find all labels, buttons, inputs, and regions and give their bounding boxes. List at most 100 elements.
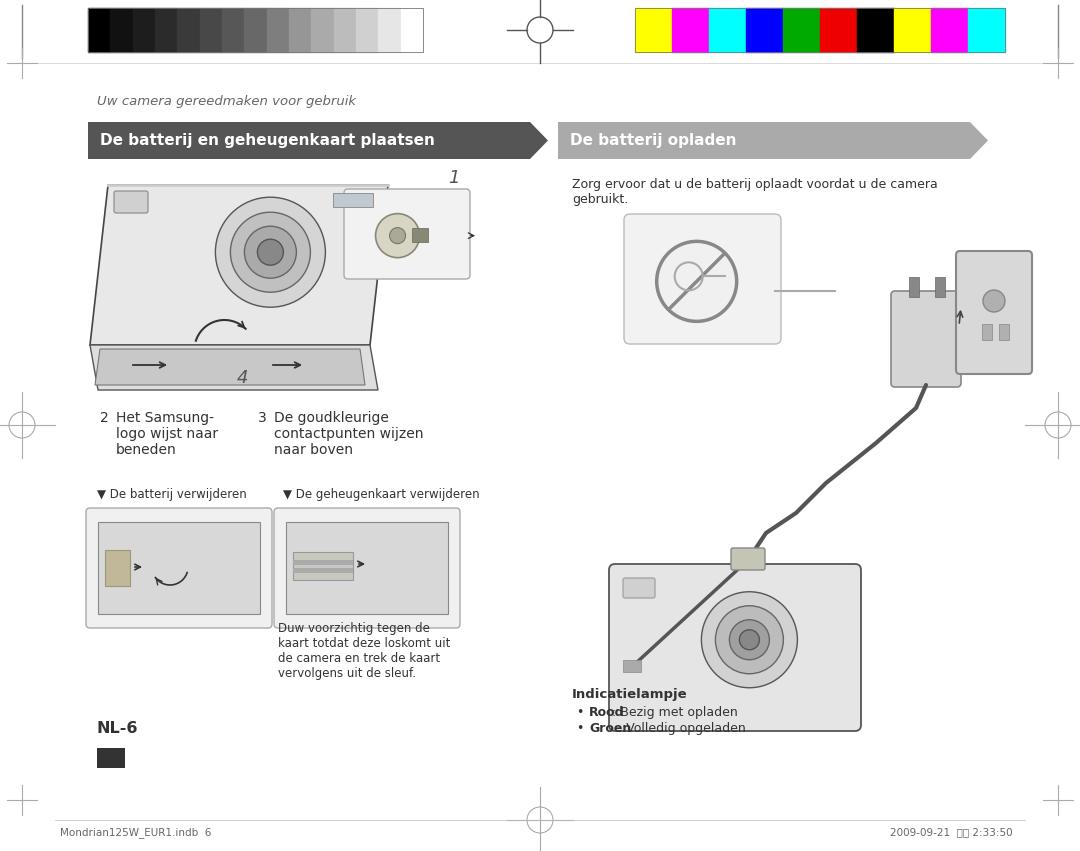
- Bar: [356, 8, 378, 52]
- FancyBboxPatch shape: [609, 564, 861, 731]
- Polygon shape: [95, 349, 365, 385]
- Bar: [293, 552, 353, 580]
- FancyBboxPatch shape: [114, 191, 148, 213]
- Bar: [672, 8, 708, 52]
- Bar: [909, 277, 919, 297]
- Circle shape: [657, 242, 737, 322]
- Text: De goudkleurige: De goudkleurige: [274, 411, 389, 425]
- Bar: [293, 560, 353, 565]
- Bar: [293, 568, 353, 573]
- Bar: [968, 8, 1005, 52]
- FancyBboxPatch shape: [731, 548, 765, 570]
- Bar: [983, 324, 993, 340]
- Bar: [783, 8, 820, 52]
- Bar: [931, 8, 968, 52]
- Bar: [311, 8, 334, 52]
- FancyBboxPatch shape: [956, 251, 1032, 374]
- Text: logo wijst naar: logo wijst naar: [116, 427, 218, 441]
- Bar: [635, 8, 1005, 52]
- Polygon shape: [90, 345, 378, 390]
- Text: ▼ De batterij verwijderen: ▼ De batterij verwijderen: [97, 488, 246, 501]
- Text: De batterij opladen: De batterij opladen: [570, 133, 737, 148]
- Bar: [378, 8, 401, 52]
- Text: de camera en trek de kaart: de camera en trek de kaart: [278, 652, 441, 665]
- Bar: [333, 193, 373, 207]
- Circle shape: [715, 606, 783, 674]
- Text: contactpunten wijzen: contactpunten wijzen: [274, 427, 423, 441]
- Bar: [97, 748, 125, 768]
- Bar: [98, 522, 260, 614]
- Text: Zorg ervoor dat u de batterij oplaadt voordat u de camera: Zorg ervoor dat u de batterij oplaadt vo…: [572, 178, 937, 191]
- Text: vervolgens uit de sleuf.: vervolgens uit de sleuf.: [278, 667, 416, 680]
- Circle shape: [701, 591, 797, 688]
- Circle shape: [390, 227, 406, 243]
- Polygon shape: [90, 185, 388, 345]
- Polygon shape: [558, 122, 988, 159]
- Text: 1: 1: [448, 169, 460, 187]
- Text: De batterij en geheugenkaart plaatsen: De batterij en geheugenkaart plaatsen: [100, 133, 435, 148]
- Bar: [156, 8, 177, 52]
- Bar: [708, 8, 746, 52]
- Bar: [133, 8, 156, 52]
- Text: Rood: Rood: [589, 706, 624, 719]
- Bar: [334, 8, 356, 52]
- Bar: [267, 8, 289, 52]
- Text: kaart totdat deze loskomt uit: kaart totdat deze loskomt uit: [278, 637, 450, 650]
- Bar: [289, 8, 311, 52]
- Bar: [87, 8, 110, 52]
- Bar: [110, 8, 133, 52]
- Bar: [244, 8, 267, 52]
- Circle shape: [215, 197, 325, 307]
- Bar: [858, 8, 894, 52]
- Text: 2009-09-21  오후 2:33:50: 2009-09-21 오후 2:33:50: [890, 827, 1013, 837]
- Bar: [935, 277, 945, 297]
- Bar: [746, 8, 783, 52]
- Bar: [999, 324, 1010, 340]
- Bar: [87, 8, 423, 52]
- Bar: [286, 522, 448, 614]
- FancyBboxPatch shape: [86, 508, 272, 628]
- FancyBboxPatch shape: [624, 214, 781, 344]
- Bar: [177, 8, 200, 52]
- Bar: [105, 550, 130, 586]
- Text: 3: 3: [258, 411, 267, 425]
- Bar: [635, 8, 672, 52]
- Text: Het Samsung-: Het Samsung-: [116, 411, 214, 425]
- Bar: [820, 8, 858, 52]
- Bar: [0, 0, 1080, 63]
- Text: gebruikt.: gebruikt.: [572, 193, 629, 206]
- Bar: [401, 8, 423, 52]
- Text: : Volledig opgeladen: : Volledig opgeladen: [618, 722, 746, 735]
- Text: Mondrian125W_EUR1.indb  6: Mondrian125W_EUR1.indb 6: [60, 827, 212, 838]
- Text: •: •: [577, 722, 589, 735]
- Circle shape: [729, 620, 769, 660]
- Text: 2: 2: [100, 411, 109, 425]
- Text: NL-6: NL-6: [97, 721, 138, 736]
- FancyBboxPatch shape: [345, 189, 470, 279]
- Circle shape: [244, 226, 296, 278]
- Text: ▼ De geheugenkaart verwijderen: ▼ De geheugenkaart verwijderen: [283, 488, 480, 501]
- Polygon shape: [87, 122, 548, 159]
- Bar: [200, 8, 222, 52]
- Text: Groen: Groen: [589, 722, 631, 735]
- Circle shape: [376, 214, 419, 258]
- Circle shape: [983, 290, 1005, 312]
- Text: •: •: [577, 706, 589, 719]
- Text: naar boven: naar boven: [274, 443, 353, 457]
- Text: Duw voorzichtig tegen de: Duw voorzichtig tegen de: [278, 622, 430, 635]
- Circle shape: [257, 239, 283, 266]
- Text: Indicatielampje: Indicatielampje: [572, 688, 688, 701]
- Circle shape: [230, 212, 310, 292]
- Text: beneden: beneden: [116, 443, 177, 457]
- FancyBboxPatch shape: [274, 508, 460, 628]
- Text: 4: 4: [237, 369, 248, 387]
- Circle shape: [740, 630, 759, 650]
- Bar: [894, 8, 931, 52]
- Bar: [411, 227, 428, 242]
- Bar: [623, 660, 642, 672]
- Text: Uw camera gereedmaken voor gebruik: Uw camera gereedmaken voor gebruik: [97, 95, 356, 108]
- Bar: [222, 8, 244, 52]
- Text: : Bezig met opladen: : Bezig met opladen: [612, 706, 738, 719]
- FancyBboxPatch shape: [623, 578, 654, 598]
- FancyBboxPatch shape: [891, 291, 961, 387]
